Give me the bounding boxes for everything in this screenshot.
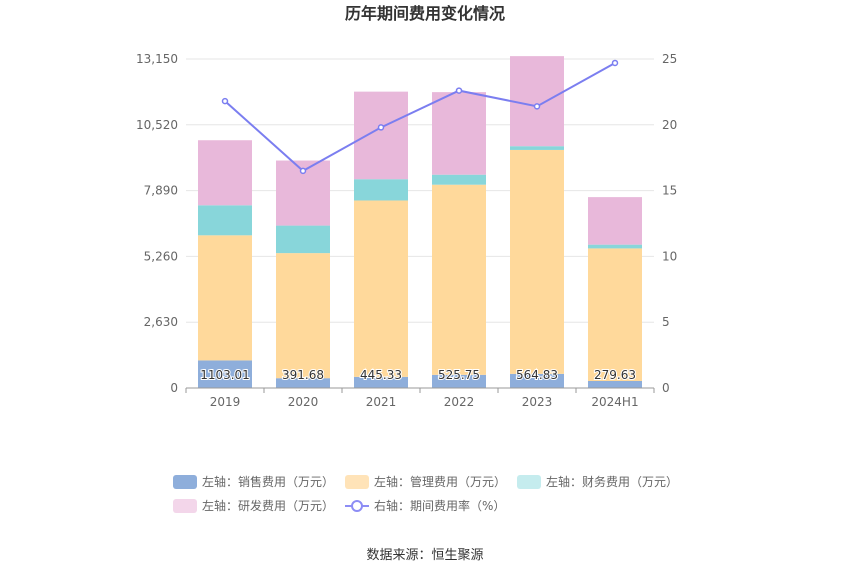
legend-swatch (345, 475, 369, 489)
bar-segment (588, 244, 642, 249)
source-note: 数据来源：恒生聚源 (366, 548, 483, 563)
sales-value-label: 525.75 (438, 368, 480, 382)
y-right-tick-label: 5 (662, 315, 670, 329)
sales-value-label: 279.63 (594, 368, 636, 382)
bar-segment (432, 92, 486, 175)
y-right-tick-label: 20 (662, 118, 677, 132)
bar-segment (198, 140, 252, 206)
bar-segment (276, 253, 330, 379)
y-right-tick-label: 25 (662, 52, 677, 66)
data-labels: 1103.01 391.68 445.33 525.75 564.83 279.63 (199, 367, 637, 383)
sales-value-label: 1103.01 (200, 368, 250, 382)
rate-point (221, 97, 229, 105)
legend-swatch (173, 475, 197, 489)
grid-lines (186, 58, 654, 323)
bar-segment (276, 225, 330, 254)
y-right-tick-label: 15 (662, 184, 677, 198)
bar-segment (198, 205, 252, 236)
bar-segment (588, 248, 642, 382)
bar-segment (198, 360, 252, 388)
rate-line-series (221, 59, 619, 175)
bar-segment (198, 235, 252, 361)
rate-point (455, 87, 463, 94)
y-axis-right: 0 5 10 15 20 25 (662, 52, 677, 395)
y-axis-left: 0 2,630 5,260 7,890 10,520 13,150 (136, 52, 178, 395)
sales-value-label: 445.33 (360, 368, 402, 382)
rate-point (377, 124, 385, 131)
y-right-tick-label: 0 (662, 381, 670, 395)
legend-label: 右轴：期间费用率（%） (374, 498, 505, 513)
bar-segment (432, 174, 486, 185)
bar-segment (354, 179, 408, 201)
y-left-tick-label: 2,630 (144, 315, 178, 329)
y-left-tick-label: 7,890 (144, 184, 178, 198)
legend: 左轴：销售费用（万元） 左轴：管理费用（万元） 左轴：财务费用（万元） 左轴：研发费用… (173, 474, 678, 513)
x-tick-label: 2024H1 (591, 395, 638, 409)
x-tick-label: 2023 (522, 395, 553, 409)
y-right-tick-label: 10 (662, 249, 677, 263)
legend-label: 左轴：管理费用（万元） (374, 474, 506, 489)
bar-segment (432, 374, 486, 388)
bar-segment (588, 381, 642, 388)
rate-point (299, 167, 307, 175)
legend-label: 左轴：研发费用（万元） (202, 498, 334, 513)
x-tick-label: 2022 (444, 395, 475, 409)
chart-title: 历年期间费用变化情况 (345, 4, 505, 23)
legend-swatch (173, 499, 197, 513)
bar-segment (432, 184, 486, 375)
sales-value-label: 391.68 (282, 368, 324, 382)
y-left-tick-label: 10,520 (136, 118, 178, 132)
bar-segment (510, 56, 564, 147)
bar-segment (510, 149, 564, 374)
legend-label: 左轴：财务费用（万元） (546, 474, 678, 489)
bar-segment (588, 197, 642, 245)
legend-marker (351, 500, 363, 512)
legend-swatch (517, 475, 541, 489)
bar-segment (354, 91, 408, 180)
bar-segment (510, 146, 564, 150)
rate-line (224, 62, 616, 173)
x-tick-label: 2019 (210, 395, 241, 409)
y-left-tick-label: 0 (170, 381, 178, 395)
legend-label: 左轴：销售费用（万元） (202, 474, 334, 489)
bar-segment (276, 378, 330, 388)
rate-point (533, 103, 541, 110)
x-tick-label: 2020 (288, 395, 319, 409)
sales-value-label: 564.83 (516, 368, 558, 382)
y-left-tick-label: 5,260 (144, 249, 178, 263)
bar-segment (354, 200, 408, 377)
rate-point (611, 59, 619, 67)
bar-segment (354, 376, 408, 388)
x-axis: 2019 2020 2021 2022 2023 2024H1 (185, 387, 655, 409)
bar-segment (510, 373, 564, 388)
bar-series (198, 56, 642, 388)
y-left-tick-label: 13,150 (136, 52, 178, 66)
x-tick-label: 2021 (366, 395, 397, 409)
